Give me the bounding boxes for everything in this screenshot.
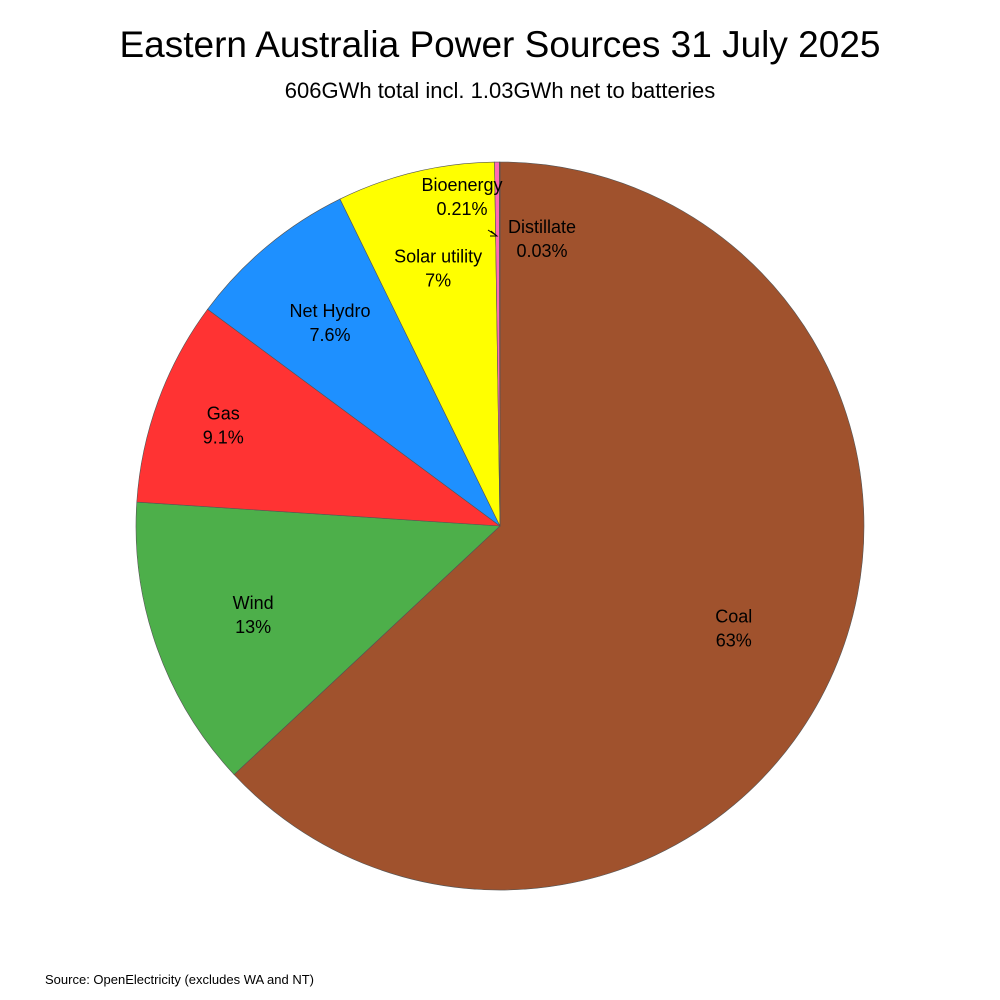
slice-name-gas: Gas [207,403,240,423]
pie-slice-wind [135,501,501,775]
pie-slice-solar-utility [339,161,501,527]
pie-slice-net-hydro [207,198,501,527]
pie-slice-distillate [499,161,501,527]
chart-subtitle: 606GWh total incl. 1.03GWh net to batter… [284,78,716,103]
slice-value-coal: 63% [716,630,752,650]
slice-value-wind: 13% [235,617,271,637]
bioenergy-leader-arrow [487,229,499,237]
slice-name-bioenergy: Bioenergy [421,175,502,195]
slice-name-solar-utility: Solar utility [394,247,482,267]
pie-slice-gas [136,308,501,527]
slice-value-distillate: 0.03% [516,241,567,261]
slice-value-bioenergy: 0.21% [436,199,487,219]
chart-title: Eastern Australia Power Sources 31 July … [119,24,881,65]
pie-labels: Coal 63% Wind 13% Gas 9.1% Net Hydro 7.6% Solar … [203,175,753,650]
slice-name-coal: Coal [715,606,752,626]
slice-value-solar-utility: 7% [425,271,451,291]
slice-name-net-hydro: Net Hydro [290,301,371,321]
source-note: Source: OpenElectricity (excludes WA and… [45,972,315,987]
slice-value-gas: 9.1% [203,427,244,447]
slice-name-distillate: Distillate [508,217,576,237]
slice-name-wind: Wind [233,593,274,613]
pie-slices [135,161,865,891]
slice-value-net-hydro: 7.6% [310,325,351,345]
pie-slice-coal [233,161,865,891]
